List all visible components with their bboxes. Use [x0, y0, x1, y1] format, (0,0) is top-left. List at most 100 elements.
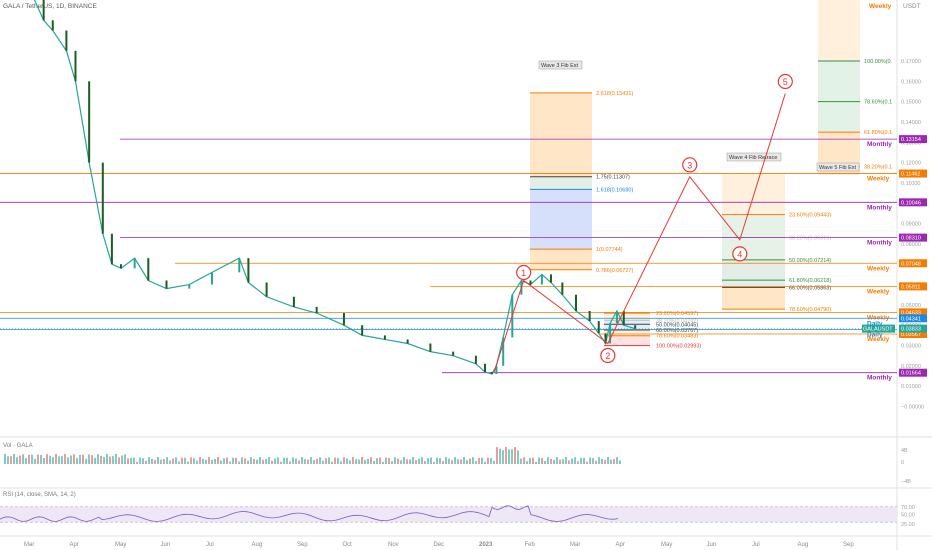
volume-bar	[283, 457, 285, 464]
volume-bar	[520, 458, 522, 464]
volume-bar	[583, 457, 585, 464]
level-tag-bg	[899, 135, 927, 144]
current-price-tag-bg	[899, 324, 927, 333]
price-candle	[529, 280, 532, 285]
volume-bar	[406, 459, 408, 464]
volume-bar	[595, 460, 597, 464]
price-candle	[615, 310, 618, 324]
wave5-title: Wave 5 Fib Ext	[819, 165, 857, 171]
price-candle	[238, 258, 241, 273]
wave4-fib-label: 78.60%(0.04790)	[789, 307, 831, 313]
time-axis-label: Mar	[570, 542, 580, 548]
wave2-fib-label: 78.60%(0.03483)	[656, 334, 698, 340]
volume-bar	[238, 461, 240, 464]
volume-bar	[391, 461, 393, 464]
level-tag-bg	[899, 169, 927, 178]
volume-bar	[316, 458, 318, 464]
price-candle	[495, 365, 498, 374]
volume-bar	[73, 454, 75, 464]
volume-bar	[445, 457, 447, 464]
volume-bar	[250, 457, 252, 464]
time-axis-label: Jun	[161, 542, 171, 548]
price-candle	[292, 296, 295, 307]
price-tick-label: 0.09000	[901, 222, 921, 228]
volume-bar	[532, 457, 534, 464]
volume-bar	[202, 458, 204, 464]
price-candle	[315, 306, 318, 314]
wave2-fib-label: 100.00%(0.02993)	[656, 344, 701, 350]
wave3-fib-zone	[530, 249, 592, 270]
volume-bar	[43, 457, 45, 464]
volume-bar	[136, 461, 138, 464]
price-candle	[188, 284, 191, 289]
volume-bar	[346, 458, 348, 464]
wave2-fib-zone	[604, 329, 650, 336]
rsi-pane-title: RSI (14, close, SMA, 14, 2)	[3, 492, 76, 498]
level-label: Monthly	[867, 375, 892, 382]
volume-bar	[493, 461, 495, 464]
volume-bar	[172, 458, 174, 464]
time-axis-label: Jun	[707, 542, 717, 548]
level-tag-bg	[899, 259, 927, 268]
wave4-fib-label: 50.00%(0.07214)	[789, 258, 831, 264]
volume-bar	[337, 457, 339, 464]
volume-bar	[451, 460, 453, 464]
level-tag: 0.07048	[901, 261, 921, 267]
volume-bar	[499, 448, 501, 464]
volume-bar	[313, 459, 315, 464]
elliott-wave-path	[493, 93, 786, 373]
volume-bar	[244, 458, 246, 464]
wave-label: 1	[521, 268, 526, 278]
volume-bar	[514, 447, 516, 464]
volume-bar	[427, 458, 429, 464]
level-label: Weekly	[867, 176, 890, 183]
volume-bar	[436, 457, 438, 464]
volume-bar	[22, 454, 24, 464]
volume-bar	[508, 449, 510, 464]
wave-label: 4	[737, 249, 742, 259]
volume-bar	[538, 457, 540, 464]
current-price-tag: 0.03833	[901, 327, 921, 333]
volume-bar	[49, 455, 51, 464]
volume-bar	[550, 458, 552, 464]
price-tick-label: 0.03000	[901, 344, 921, 350]
level-label: Monthly	[867, 204, 892, 211]
price-candle	[597, 321, 600, 334]
volume-bar	[472, 457, 474, 464]
wave5-fib-label: 100.00%(0.	[864, 59, 893, 65]
wave2-fib-label: 50.00%(0.04045)	[656, 322, 698, 328]
time-axis-label: May	[661, 542, 672, 548]
volume-tick-label: −4B	[901, 479, 911, 485]
volume-bar	[274, 458, 276, 464]
price-candle	[474, 355, 477, 364]
time-axis-label: Nov	[388, 542, 399, 548]
volume-bar	[421, 457, 423, 464]
price-candle	[634, 325, 637, 329]
volume-bar	[232, 457, 234, 464]
price-candle	[549, 274, 552, 283]
volume-bar	[349, 460, 351, 464]
wave3-fib-label: 1.618(0.10680)	[596, 187, 633, 193]
wave5-fib-label: 38.20%(0.1	[864, 165, 892, 171]
volume-bar	[76, 458, 78, 464]
wave2-fib-zone	[604, 320, 650, 330]
wave5-fib-zone	[818, 0, 860, 61]
volume-bar	[619, 460, 621, 464]
volume-bar	[187, 461, 189, 464]
volume-bar	[130, 457, 132, 464]
price-candle	[502, 337, 505, 366]
volume-bar	[460, 459, 462, 464]
volume-bar	[373, 460, 375, 464]
price-series-line	[33, 0, 636, 375]
wave2-fib-zone	[604, 335, 650, 346]
volume-bar	[352, 457, 354, 464]
volume-bar	[37, 454, 39, 464]
volume-bar	[94, 457, 96, 464]
volume-bar	[556, 457, 558, 464]
volume-bar	[379, 457, 381, 464]
volume-bar	[322, 460, 324, 464]
volume-bar	[511, 449, 513, 464]
volume-bar	[142, 458, 144, 464]
wave2-fib-label: 38.20%(0.04242)	[656, 318, 698, 324]
